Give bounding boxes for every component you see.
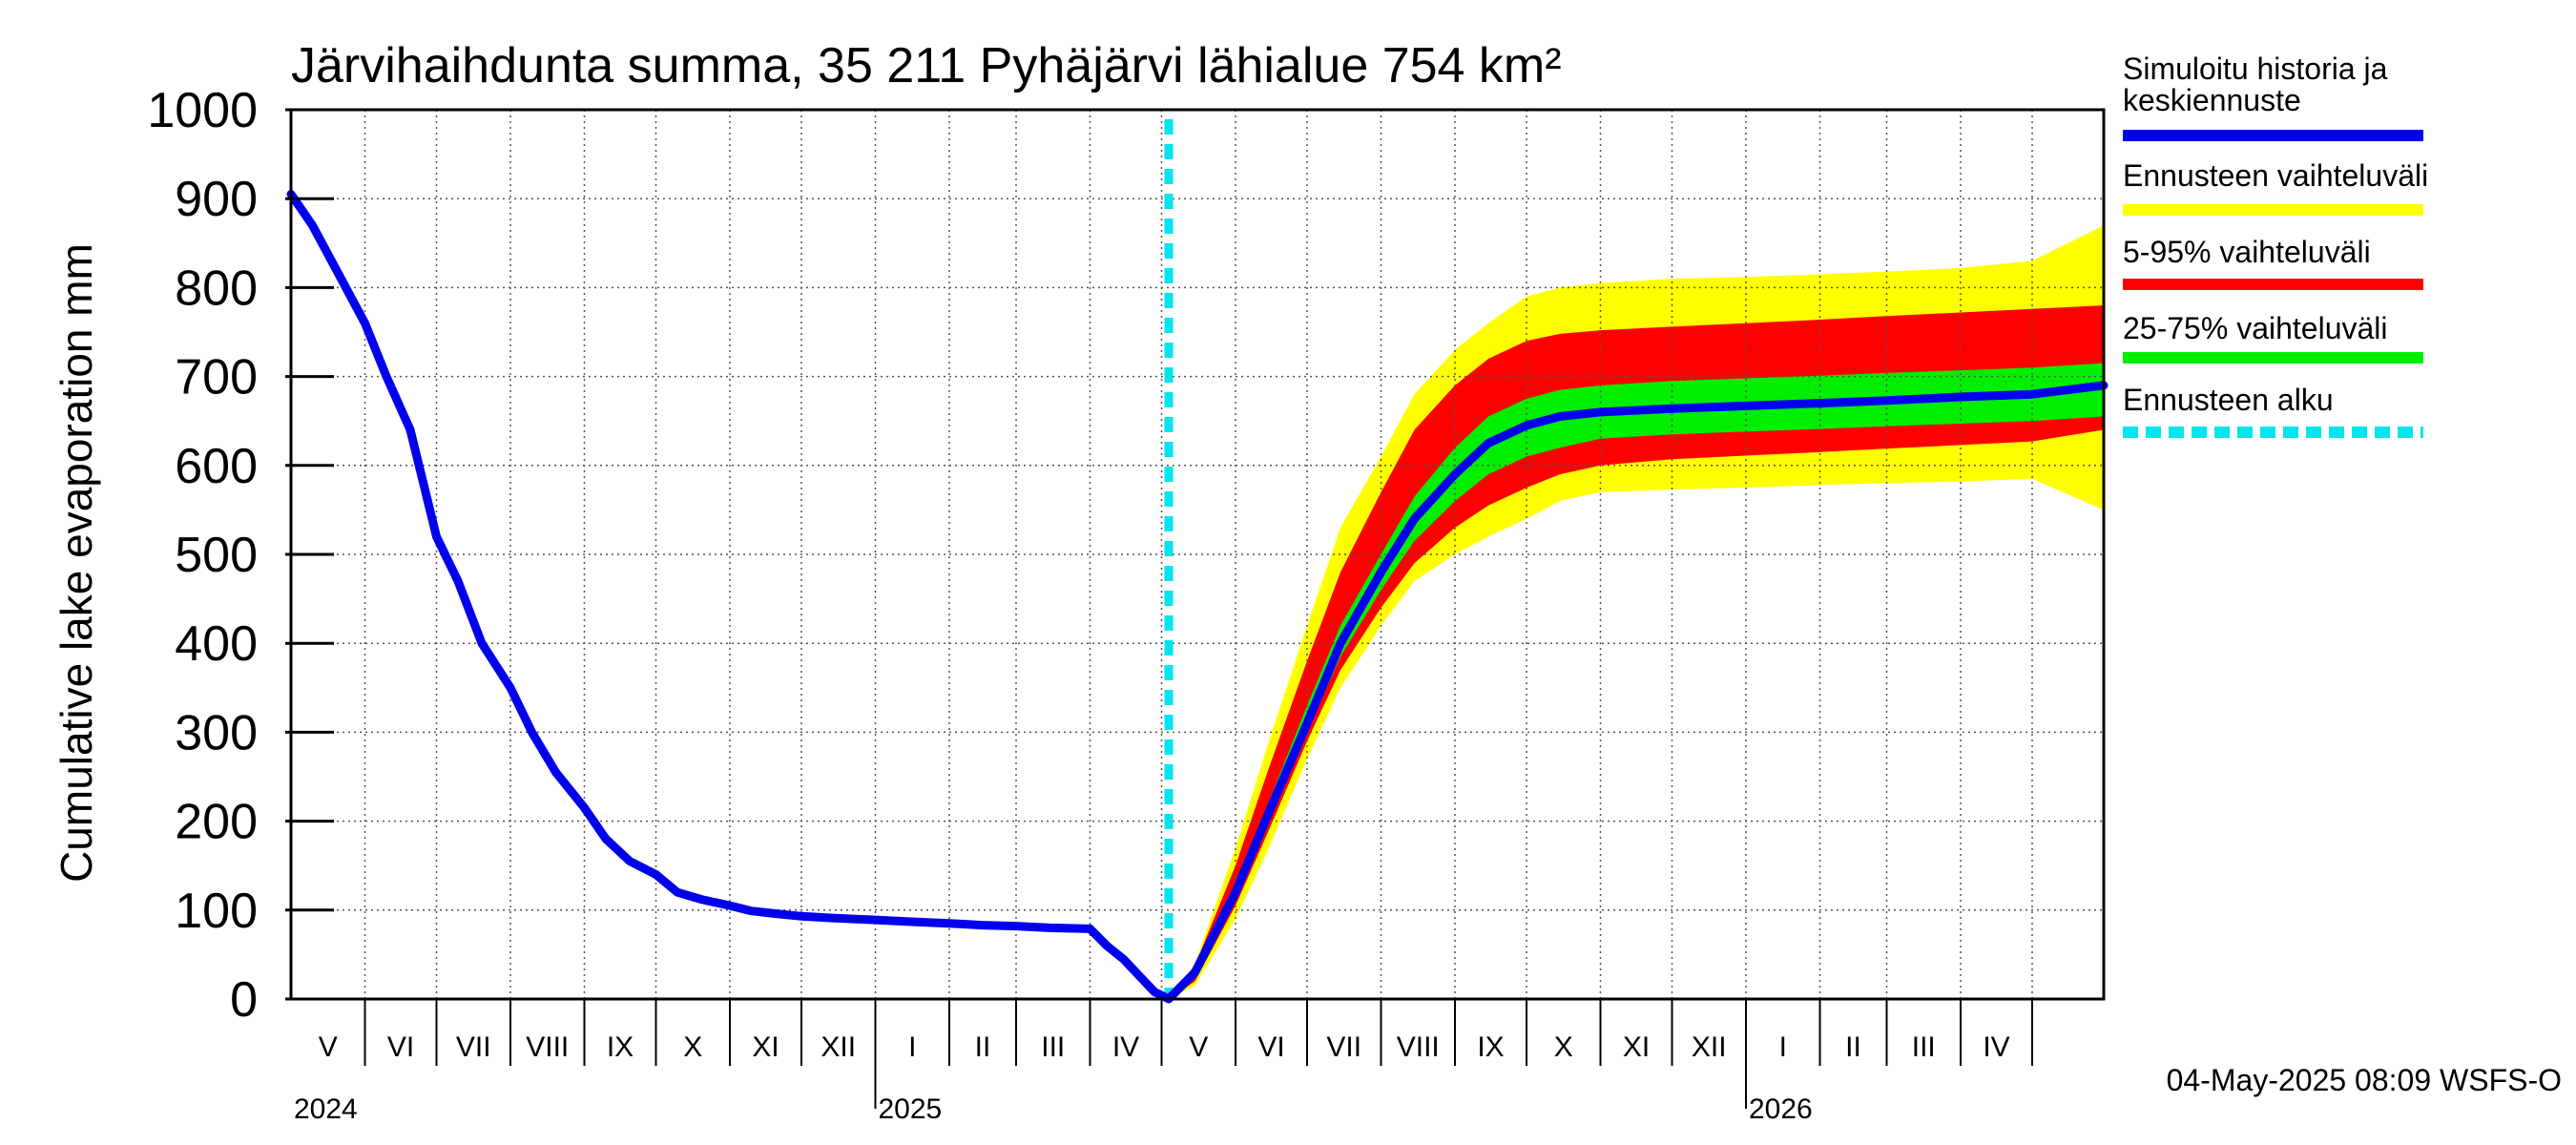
month-label-15: VIII [1397, 1031, 1440, 1063]
month-label-23: IV [1983, 1031, 2009, 1063]
y-tick-label-7: 700 [175, 350, 258, 406]
legend-label-4-0: Ennusteen alku [2123, 383, 2334, 417]
y-tick-label-9: 900 [175, 172, 258, 227]
year-label-0: 2024 [294, 1093, 358, 1125]
month-label-9: II [975, 1031, 991, 1063]
band-2 [1169, 363, 2104, 1000]
month-label-3: VIII [526, 1031, 569, 1063]
month-label-7: XII [821, 1031, 856, 1063]
y-axis-ticks: 0 100 200 300 400 500 600 700 800 900 1000 [147, 83, 334, 1028]
legend-label-0-1: keskiennuste [2123, 83, 2301, 117]
y-tick-label-6: 600 [175, 439, 258, 494]
year-label-1: 2025 [879, 1093, 943, 1125]
month-label-18: XI [1623, 1031, 1650, 1063]
y-tick-label-4: 400 [175, 616, 258, 672]
y-axis-label: Cumulative lake evaporation mm [52, 243, 101, 883]
month-label-21: II [1845, 1031, 1861, 1063]
month-label-5: X [683, 1031, 702, 1063]
year-label-2: 2026 [1749, 1093, 1813, 1125]
footer-timestamp: 04-May-2025 08:09 WSFS-O [2167, 1063, 2562, 1097]
month-label-2: VII [456, 1031, 491, 1063]
y-tick-label-8: 800 [175, 260, 258, 316]
month-label-17: X [1554, 1031, 1573, 1063]
month-label-12: V [1189, 1031, 1208, 1063]
month-label-10: III [1041, 1031, 1065, 1063]
month-label-16: IX [1477, 1031, 1504, 1063]
month-label-4: IX [607, 1031, 634, 1063]
series-line-main [286, 190, 2109, 1004]
month-label-1: VI [387, 1031, 414, 1063]
y-tick-label-1: 100 [175, 884, 258, 939]
chart-title: Järvihaihdunta summa, 35 211 Pyhäjärvi l… [291, 38, 1562, 94]
month-label-14: VII [1326, 1031, 1361, 1063]
forecast-bands [1169, 225, 2104, 1000]
y-tick-label-3: 300 [175, 705, 258, 760]
legend-label-1-0: Ennusteen vaihteluväli [2123, 158, 2428, 193]
series-lines [286, 119, 2109, 1004]
y-tick-label-2: 200 [175, 795, 258, 850]
y-tick-label-0: 0 [230, 972, 258, 1028]
legend-label-0-0: Simuloitu historia ja [2123, 52, 2388, 86]
x-axis: V VI VII VIII IX X XI XII I II III IV V VI VII VIII IX X X… [294, 999, 2033, 1125]
month-label-19: XII [1692, 1031, 1727, 1063]
legend-label-3-0: 25-75% vaihteluväli [2123, 311, 2388, 345]
y-tick-label-5: 500 [175, 528, 258, 583]
month-label-6: XI [752, 1031, 779, 1063]
legend-label-2-0: 5-95% vaihteluväli [2123, 235, 2371, 269]
month-label-0: V [319, 1031, 338, 1063]
month-label-11: IV [1112, 1031, 1139, 1063]
month-label-13: VI [1257, 1031, 1284, 1063]
month-label-20: I [1779, 1031, 1787, 1063]
month-label-8: I [908, 1031, 916, 1063]
grid-lines [291, 110, 2104, 999]
month-label-22: III [1912, 1031, 1936, 1063]
band-1 [1169, 305, 2104, 999]
y-tick-label-10: 1000 [147, 83, 258, 138]
